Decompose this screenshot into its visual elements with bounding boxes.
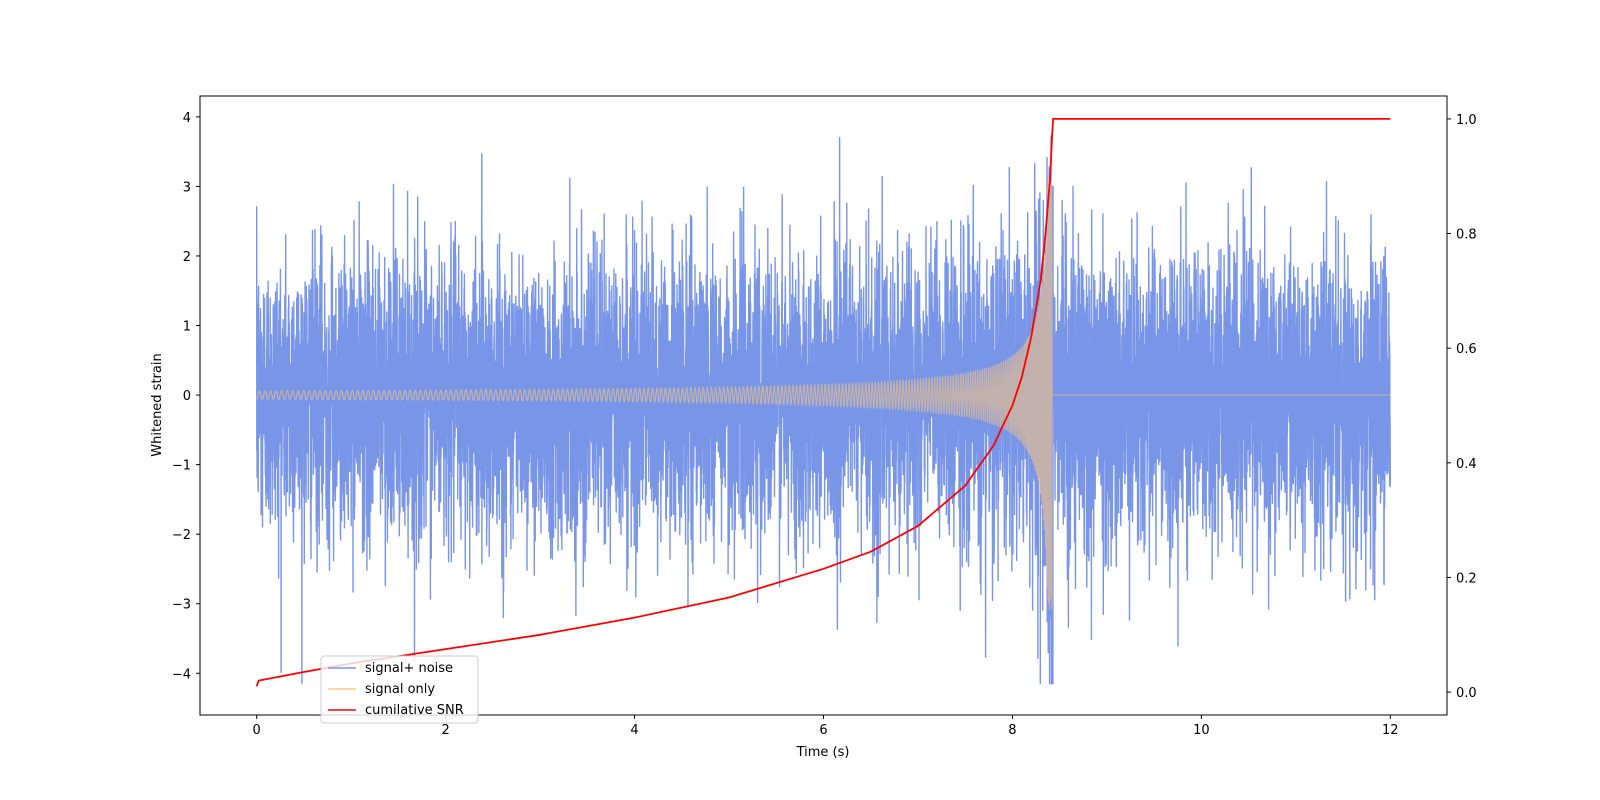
y2-tick-label: 0.4 xyxy=(1456,457,1477,472)
legend-frame xyxy=(320,655,479,724)
y-tick-label: 4 xyxy=(183,111,191,126)
x-tick-label: 4 xyxy=(630,723,638,738)
series-line-signal-only xyxy=(256,179,1391,611)
x-axis: 0 2 4 6 8 10 12 xyxy=(253,715,1399,738)
y2-tick-label: 0.8 xyxy=(1456,228,1477,243)
y-tick-label: −4 xyxy=(172,667,191,682)
x-tick-label: 8 xyxy=(1008,723,1016,738)
legend-label-cumulative-snr: cumilative SNR xyxy=(365,703,464,718)
x-tick-label: 6 xyxy=(819,723,827,738)
y-tick-label: 0 xyxy=(183,389,191,404)
x-tick-label: 10 xyxy=(1193,723,1210,738)
series-line-signal-noise xyxy=(256,135,1391,685)
y-axis-label: Whitened strain xyxy=(150,353,165,456)
y2-tick-label: 0.2 xyxy=(1456,571,1477,586)
legend-label-signal-noise: signal+ noise xyxy=(365,661,453,676)
y-tick-label: 2 xyxy=(183,250,191,265)
y2-tick-label: 0.6 xyxy=(1456,342,1477,357)
y-tick-label: −1 xyxy=(172,459,191,474)
x-tick-label: 0 xyxy=(253,723,261,738)
y2-tick-label: 1.0 xyxy=(1456,113,1477,128)
y-tick-label: 1 xyxy=(183,320,191,335)
y-tick-label: 3 xyxy=(183,180,191,195)
x-axis-label: Time (s) xyxy=(796,745,850,760)
y-tick-label: −3 xyxy=(172,598,191,613)
y-axis-left: −4 −3 −2 −1 0 1 2 3 4 xyxy=(172,111,200,682)
x-tick-label: 2 xyxy=(441,723,449,738)
y-axis-right: 0.0 0.2 0.4 0.6 0.8 1.0 xyxy=(1447,113,1477,701)
y2-tick-label: 0.0 xyxy=(1456,686,1477,701)
legend: signal+ noise signal only cumilative SNR xyxy=(320,655,479,724)
x-tick-label: 12 xyxy=(1382,723,1399,738)
y-tick-label: −2 xyxy=(172,528,191,543)
legend-label-signal-only: signal only xyxy=(365,682,435,697)
